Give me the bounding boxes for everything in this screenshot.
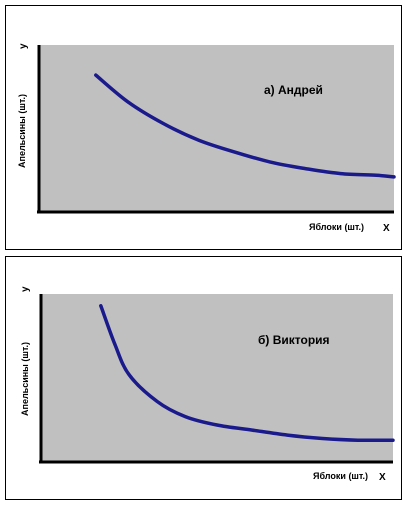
x-axis-label: Яблоки (шт.) bbox=[309, 222, 364, 232]
y-axis-letter: y bbox=[18, 43, 29, 49]
annotation-label: а) Андрей bbox=[264, 83, 323, 97]
y-axis-label: Апельсины (шт.) bbox=[20, 342, 30, 416]
chart-andrey: а) Андрей Яблоки (шт.) X Апельсины (шт.)… bbox=[17, 43, 396, 234]
chart-panel-viktoria: б) Виктория Яблоки (шт.) X Апельсины (шт… bbox=[5, 256, 402, 500]
chart-panel-andrey: а) Андрей Яблоки (шт.) X Апельсины (шт.)… bbox=[5, 5, 402, 250]
series-line bbox=[94, 73, 396, 179]
x-axis-letter: X bbox=[383, 223, 390, 234]
y-axis-letter: y bbox=[20, 286, 31, 292]
plot-area bbox=[41, 294, 393, 462]
series-line bbox=[99, 304, 395, 443]
annotation-label: б) Виктория bbox=[258, 333, 330, 347]
series-curve-group bbox=[94, 73, 396, 179]
x-axis-letter: X bbox=[379, 472, 386, 483]
y-axis-label: Апельсины (шт.) bbox=[17, 94, 27, 168]
series-curve-group bbox=[99, 304, 395, 443]
x-axis-label: Яблоки (шт.) bbox=[313, 471, 368, 481]
chart-viktoria: б) Виктория Яблоки (шт.) X Апельсины (шт… bbox=[20, 286, 395, 483]
plot-area bbox=[39, 45, 394, 212]
